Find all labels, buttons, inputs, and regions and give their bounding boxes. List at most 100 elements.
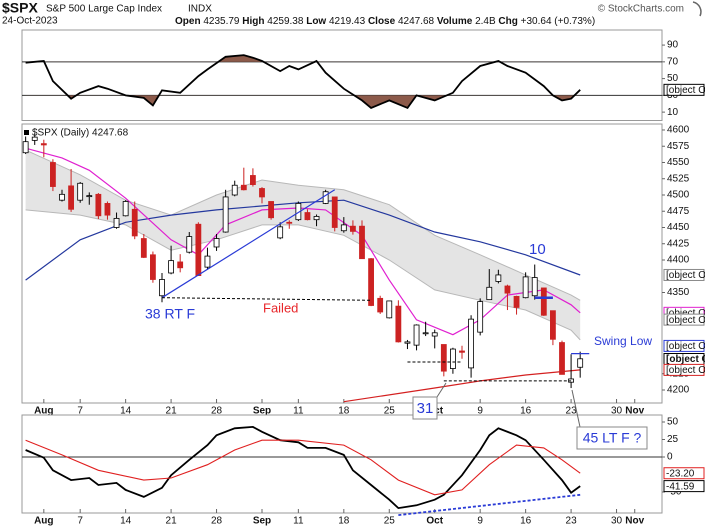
candle-body: [331, 196, 338, 228]
y-tick-label: 4550: [667, 157, 690, 168]
y-tick-label: 10: [667, 107, 679, 118]
candle-body: [277, 226, 284, 239]
annotation: Failed: [263, 300, 298, 315]
y-tick-label: 50: [667, 417, 679, 428]
connector: [436, 382, 447, 398]
candle-body: [386, 300, 393, 319]
x-tick-label: 21: [166, 406, 178, 417]
candle-body: [486, 286, 493, 301]
candle-body: [213, 238, 220, 248]
candle-body: [350, 225, 356, 232]
y-tick-label: -50: [667, 487, 682, 498]
value-tag: [663, 268, 705, 281]
candle-body: [395, 305, 402, 343]
band-edge: [25, 149, 581, 301]
panel-frame: [21, 123, 663, 404]
value-tag-label: [object Object]: [666, 341, 705, 352]
x-tick-label: 30: [611, 516, 623, 527]
quote-value: 4235.79: [203, 16, 240, 27]
x-tick-label: 9: [477, 406, 483, 417]
value-tag-label: [object Object]: [666, 308, 705, 319]
quote-value: +30.64 (+0.73%): [521, 16, 596, 27]
candle-body: [77, 182, 84, 201]
y-tick-label: 70: [667, 56, 679, 67]
annotation: 45 LT F ?: [583, 430, 642, 446]
candle-body: [313, 216, 320, 221]
candle-body: [368, 258, 374, 306]
value-tag: [663, 467, 705, 480]
candle-body: [413, 324, 420, 346]
candle-body: [104, 203, 111, 216]
candle-body: [477, 301, 484, 333]
y-tick-label: 25: [667, 434, 679, 445]
x-tick-label: 28: [211, 516, 223, 527]
panel-frame: [21, 414, 663, 514]
candle-body: [540, 287, 547, 316]
value-tag: [663, 480, 705, 493]
value-tag-label: [object Object]: [666, 354, 705, 365]
candle-body: [322, 191, 329, 204]
x-tick-label: 18: [338, 516, 350, 527]
candle-body: [577, 358, 584, 368]
candle-body: [204, 255, 211, 268]
x-tick-label: 23: [566, 406, 578, 417]
logo: [692, 1, 702, 17]
y-tick-label: 90: [667, 40, 679, 51]
candle-body: [22, 141, 29, 154]
trendline: [398, 493, 581, 516]
candle-body: [431, 332, 438, 337]
candle-body: [468, 318, 474, 369]
y-tick-label: 4575: [667, 141, 690, 152]
candle-body: [259, 188, 265, 198]
candle-body: [422, 332, 429, 335]
x-tick-label: 25: [384, 516, 396, 527]
candle-body: [377, 297, 384, 313]
x-tick-label: 11: [293, 516, 304, 527]
candle-body: [177, 261, 184, 269]
quote-label: High: [242, 16, 264, 27]
annotation: 31: [417, 400, 434, 417]
x-tick-label: Nov: [625, 516, 644, 527]
series-line: [25, 439, 581, 496]
candle-body: [550, 310, 556, 340]
y-tick-label: 50: [667, 73, 679, 84]
value-tag-label: [object Object]: [666, 315, 705, 326]
x-tick-label: 9: [477, 516, 483, 527]
candle-body: [250, 175, 256, 185]
value-tag-label: -41.59: [666, 481, 695, 492]
x-tick-label: 21: [166, 516, 178, 527]
exchange: INDX: [188, 4, 212, 15]
x-tick-label: Nov: [625, 406, 644, 417]
x-tick-label: 23: [566, 516, 578, 527]
y-tick-label: 4350: [667, 287, 690, 298]
value-tag-label: [object Object]: [666, 85, 705, 96]
date: 24-Oct-2023: [2, 16, 58, 27]
quote-label: Chg: [498, 16, 517, 27]
x-tick-label: Sep: [253, 406, 271, 417]
candle-body: [40, 143, 47, 146]
x-tick-label: 7: [77, 516, 83, 527]
annotation-box: [412, 396, 438, 420]
candle-body: [359, 225, 365, 260]
index-name: S&P 500 Large Cap Index: [46, 4, 162, 15]
candle-body: [495, 274, 502, 282]
candle-body: [522, 276, 529, 299]
y-tick-label: 4500: [667, 190, 690, 201]
candle-body: [450, 348, 456, 369]
candle-body: [168, 260, 174, 274]
candle-body: [113, 217, 120, 228]
annotation-box: [576, 426, 648, 450]
candle-body: [50, 162, 56, 187]
candle-body: [59, 193, 65, 201]
candle-body: [186, 236, 193, 253]
x-tick-label: 25: [384, 406, 396, 417]
y-tick-label: 0: [667, 452, 673, 463]
candle-body: [504, 285, 511, 294]
y-tick-label: 4475: [667, 206, 690, 217]
quote-label: Open: [175, 16, 201, 27]
quote-value: 4247.68: [398, 16, 435, 27]
y-tick-label: 4200: [667, 385, 690, 396]
band-fill: [25, 150, 581, 340]
symbol: $SPX: [2, 0, 38, 16]
